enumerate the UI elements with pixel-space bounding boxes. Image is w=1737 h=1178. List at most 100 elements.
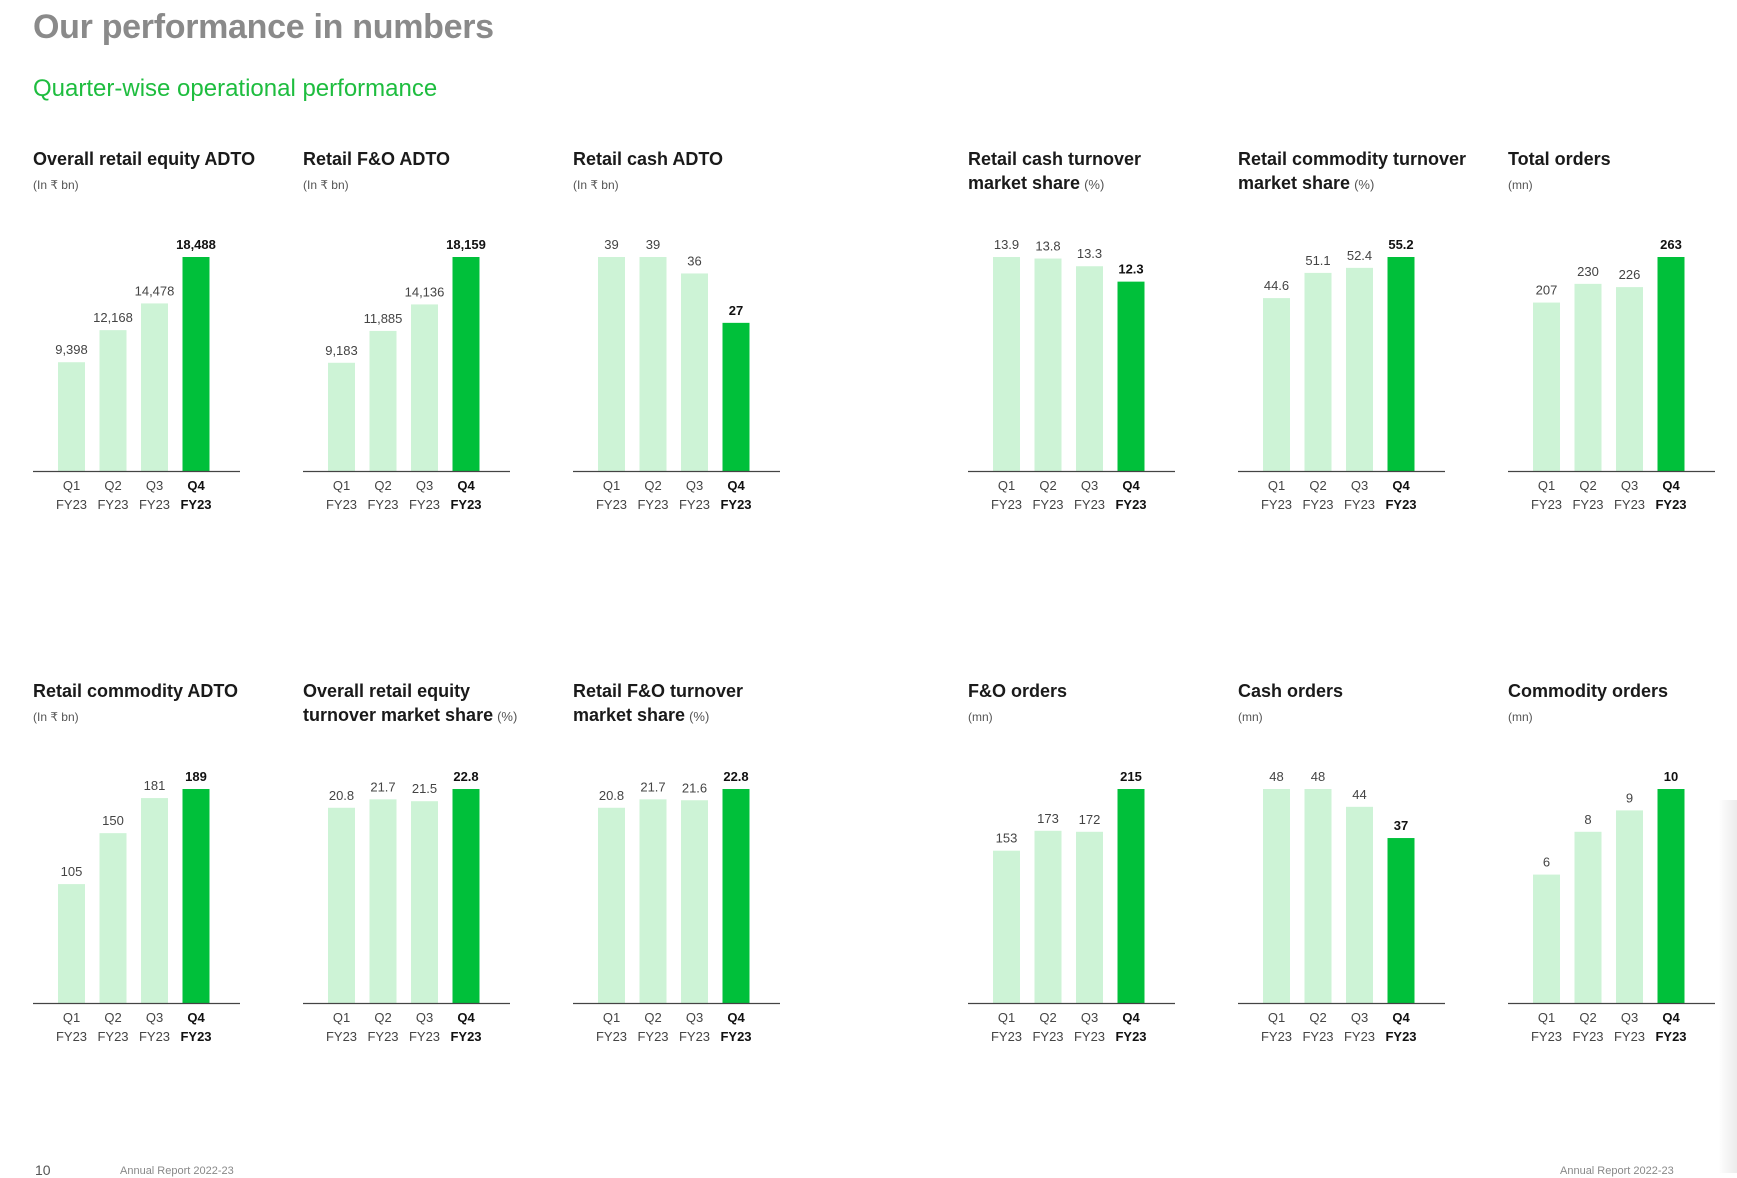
- bar: [722, 789, 750, 1003]
- chart-panel: Retail commodity turnover market share (%)…: [1238, 149, 1466, 512]
- tick-label: FY23: [991, 497, 1022, 512]
- data-label: 48: [1311, 769, 1325, 784]
- data-label: 48: [1269, 769, 1283, 784]
- tick-label: Q3: [146, 478, 163, 493]
- data-label: 13.8: [1035, 239, 1060, 254]
- bar: [1387, 257, 1415, 471]
- tick-label: Q2: [374, 478, 391, 493]
- chart-unit: (%): [497, 709, 517, 724]
- tick-label: FY23: [450, 497, 481, 512]
- data-label: 10: [1664, 769, 1678, 784]
- tick-label: FY23: [1572, 497, 1603, 512]
- data-label: 20.8: [599, 788, 624, 803]
- tick-label: FY23: [367, 1029, 398, 1044]
- data-label: 215: [1120, 769, 1142, 784]
- tick-label: Q3: [1081, 1010, 1098, 1025]
- tick-label: FY23: [679, 1029, 710, 1044]
- chart-panel: Cash orders (mn) 48 Q1 FY23 48 Q2 FY23 44 Q3 FY23 3…: [1238, 681, 1445, 1044]
- data-label: 263: [1660, 237, 1682, 252]
- bar: [1533, 302, 1560, 471]
- data-label: 153: [996, 831, 1018, 846]
- bar: [1117, 789, 1145, 1003]
- bar: [1657, 257, 1685, 471]
- chart-panel: Retail F&O turnover market share (%) 20.8 Q1…: [573, 681, 780, 1044]
- tick-label: Q1: [1538, 478, 1555, 493]
- chart-title: market share (%): [573, 705, 709, 725]
- data-label: 21.5: [412, 781, 437, 796]
- tick-label: Q2: [374, 1010, 391, 1025]
- tick-label: FY23: [409, 497, 440, 512]
- tick-label: FY23: [1115, 497, 1146, 512]
- bar: [1304, 272, 1332, 471]
- bar: [1616, 810, 1643, 1003]
- chart-unit: (mn): [1238, 710, 1263, 724]
- tick-label: Q4: [457, 1010, 475, 1025]
- data-label: 44: [1352, 787, 1366, 802]
- tick-label: FY23: [1115, 1029, 1146, 1044]
- tick-label: FY23: [1302, 497, 1333, 512]
- tick-label: Q4: [1662, 1010, 1680, 1025]
- chart-title: market share (%): [1238, 173, 1374, 193]
- chart-title: Retail cash ADTO: [573, 149, 723, 169]
- chart-title: Total orders: [1508, 149, 1611, 169]
- tick-label: Q4: [1122, 478, 1140, 493]
- chart-panel: F&O orders (mn) 153 Q1 FY23 173 Q2 FY23 172 Q3 FY2…: [968, 681, 1175, 1044]
- tick-label: FY23: [409, 1029, 440, 1044]
- chart-panel: Total orders (mn) 207 Q1 FY23 230 Q2 FY23 226 Q3 F…: [1508, 149, 1715, 512]
- data-label: 181: [144, 778, 166, 793]
- tick-label: FY23: [367, 497, 398, 512]
- data-label: 150: [102, 813, 124, 828]
- chart-unit: (In ₹ bn): [303, 178, 349, 192]
- bar: [141, 303, 168, 471]
- data-label: 13.9: [994, 237, 1019, 252]
- tick-label: Q1: [1268, 478, 1285, 493]
- data-label: 173: [1037, 811, 1059, 826]
- bar: [182, 257, 210, 471]
- data-label: 12.3: [1118, 262, 1143, 277]
- tick-label: FY23: [637, 497, 668, 512]
- tick-label: FY23: [56, 1029, 87, 1044]
- data-label: 207: [1536, 283, 1558, 298]
- chart-title: Retail F&O ADTO: [303, 149, 450, 169]
- tick-label: Q4: [187, 478, 205, 493]
- bar: [1263, 789, 1290, 1003]
- data-label: 36: [687, 253, 701, 268]
- data-label: 172: [1079, 812, 1101, 827]
- tick-label: FY23: [1032, 1029, 1063, 1044]
- tick-label: Q2: [104, 478, 121, 493]
- tick-label: FY23: [139, 497, 170, 512]
- tick-label: Q4: [1122, 1010, 1140, 1025]
- tick-label: FY23: [720, 1029, 751, 1044]
- data-label: 13.3: [1077, 246, 1102, 261]
- bar: [58, 362, 85, 471]
- tick-label: FY23: [1614, 497, 1645, 512]
- bar: [639, 257, 667, 471]
- data-label: 55.2: [1388, 237, 1413, 252]
- bar: [369, 799, 397, 1003]
- tick-label: Q1: [333, 1010, 350, 1025]
- tick-label: FY23: [1302, 1029, 1333, 1044]
- data-label: 22.8: [453, 769, 478, 784]
- bar: [452, 789, 480, 1003]
- bar: [328, 362, 355, 471]
- tick-label: Q1: [603, 478, 620, 493]
- data-label: 9,183: [325, 343, 358, 358]
- tick-label: FY23: [1572, 1029, 1603, 1044]
- tick-label: FY23: [1385, 497, 1416, 512]
- data-label: 39: [646, 237, 660, 252]
- bar: [1574, 831, 1602, 1003]
- tick-label: FY23: [637, 1029, 668, 1044]
- bar: [1263, 298, 1290, 471]
- tick-label: FY23: [139, 1029, 170, 1044]
- bar: [598, 807, 625, 1003]
- data-label: 21.7: [640, 779, 665, 794]
- data-label: 27: [729, 303, 743, 318]
- tick-label: FY23: [720, 497, 751, 512]
- page-edge-shadow: [1718, 800, 1737, 1173]
- data-label: 22.8: [723, 769, 748, 784]
- bar: [182, 789, 210, 1003]
- tick-label: FY23: [450, 1029, 481, 1044]
- chart-unit: (%): [1354, 177, 1374, 192]
- chart-title: turnover market share (%): [303, 705, 517, 725]
- chart-unit: (mn): [1508, 710, 1533, 724]
